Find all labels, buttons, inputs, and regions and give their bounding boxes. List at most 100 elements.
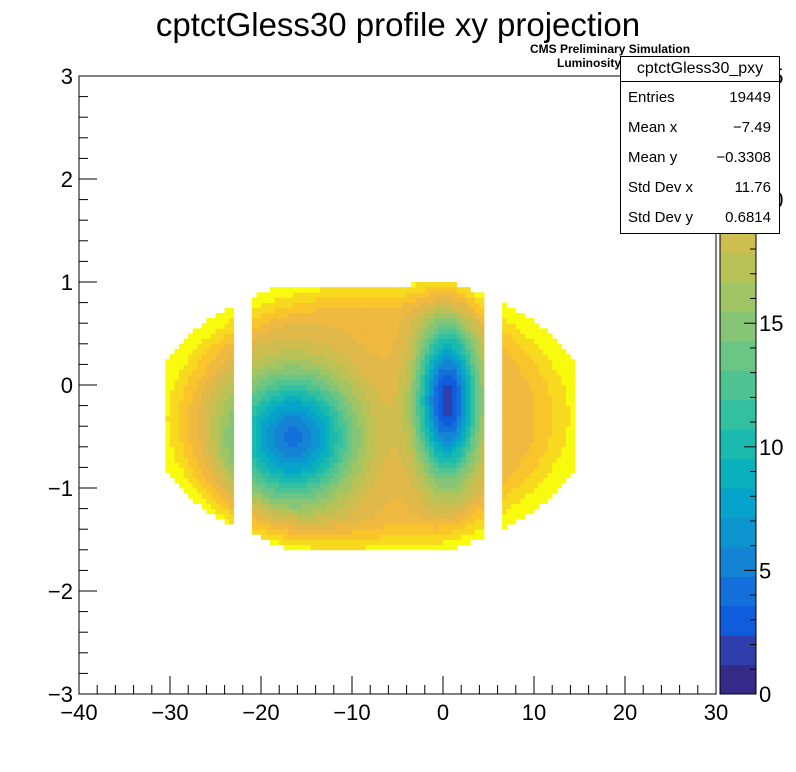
heatmap-cell — [174, 354, 180, 360]
heatmap-cell — [424, 287, 430, 293]
heatmap-cell — [188, 477, 194, 484]
heatmap-cell — [502, 518, 508, 525]
heatmap-cell — [415, 328, 421, 334]
heatmap-cell — [324, 374, 330, 381]
heatmap-cell — [411, 451, 417, 458]
heatmap-cell — [288, 524, 294, 530]
heatmap-cell — [474, 405, 480, 412]
heatmap-cell — [188, 457, 194, 463]
heatmap-cell — [479, 529, 485, 535]
heatmap-cell — [274, 467, 280, 473]
heatmap-cell — [534, 390, 539, 396]
heatmap-cell — [306, 343, 312, 350]
heatmap-cell — [292, 513, 298, 520]
heatmap-cell — [438, 472, 444, 479]
heatmap-cell — [292, 312, 298, 319]
heatmap-cell — [543, 488, 549, 494]
heatmap-cell — [461, 292, 467, 298]
heatmap-cell — [397, 323, 403, 329]
heatmap-cell — [288, 503, 294, 509]
heatmap-cell — [251, 488, 257, 494]
heatmap-cell — [374, 446, 380, 453]
heatmap-cell — [456, 503, 462, 509]
heatmap-cell — [479, 343, 485, 350]
heatmap-cell — [447, 400, 453, 406]
heatmap-cell — [251, 482, 257, 489]
heatmap-cell — [201, 488, 207, 494]
heatmap-cell — [465, 498, 471, 504]
heatmap-cell — [251, 323, 257, 329]
heatmap-cell — [388, 431, 394, 437]
heatmap-cell — [388, 405, 394, 412]
heatmap-cell — [279, 457, 285, 463]
heatmap-cell — [511, 457, 517, 463]
heatmap-cell — [424, 451, 430, 458]
heatmap-cell — [279, 374, 285, 381]
heatmap-cell — [502, 333, 508, 340]
heatmap-cell — [502, 431, 508, 437]
heatmap-cell — [379, 534, 385, 540]
heatmap-cell — [297, 390, 303, 396]
heatmap-cell — [265, 328, 271, 334]
heatmap-cell — [301, 328, 307, 334]
heatmap-cell — [333, 338, 339, 345]
heatmap-cell — [438, 498, 444, 504]
heatmap-cell — [210, 348, 216, 355]
heatmap-cell — [470, 323, 476, 329]
heatmap-cell — [447, 395, 453, 401]
heatmap-cell — [292, 462, 298, 468]
heatmap-cell — [333, 498, 339, 504]
heatmap-cell — [506, 374, 512, 381]
heatmap-cell — [297, 503, 303, 509]
heatmap-cell — [383, 508, 389, 515]
heatmap-cell — [338, 518, 344, 525]
heatmap-cell — [543, 379, 549, 386]
heatmap-cell — [270, 477, 276, 484]
heatmap-cell — [470, 297, 476, 303]
heatmap-cell — [402, 395, 407, 401]
heatmap-cell — [520, 493, 526, 499]
heatmap-cell — [415, 488, 421, 494]
heatmap-cell — [179, 472, 185, 479]
heatmap-cell — [433, 379, 439, 386]
heatmap-cell — [479, 513, 485, 520]
heatmap-cell — [170, 390, 175, 396]
heatmap-cell — [347, 385, 353, 391]
heatmap-cell — [338, 426, 344, 432]
heatmap-cell — [183, 457, 189, 463]
heatmap-cell — [342, 343, 348, 350]
heatmap-cell — [342, 544, 348, 551]
heatmap-cell — [279, 518, 285, 525]
heatmap-cell — [556, 369, 562, 376]
heatmap-cell — [543, 354, 549, 360]
heatmap-cell — [374, 426, 380, 432]
heatmap-cell — [515, 508, 521, 515]
heatmap-cell — [529, 436, 535, 443]
heatmap-cell — [470, 426, 476, 432]
heatmap-cell — [456, 467, 462, 473]
heatmap-cell — [443, 446, 448, 453]
heatmap-cell — [270, 369, 276, 376]
heatmap-cell — [283, 348, 289, 355]
heatmap-cell — [465, 292, 471, 298]
heatmap-cell — [324, 292, 330, 298]
heatmap-cell — [502, 415, 508, 422]
heatmap-cell — [288, 477, 294, 484]
heatmap-cell — [547, 369, 553, 376]
heatmap-cell — [356, 364, 362, 370]
heatmap-cell — [283, 518, 289, 525]
heatmap-cell — [356, 426, 362, 432]
heatmap-cell — [361, 400, 367, 406]
heatmap-cell — [502, 477, 508, 484]
heatmap-cell — [552, 348, 558, 355]
heatmap-cell — [347, 462, 353, 468]
heatmap-cell — [315, 539, 321, 546]
heatmap-cell — [188, 462, 194, 468]
heatmap-cell — [438, 323, 444, 329]
heatmap-cell — [406, 400, 412, 406]
heatmap-cell — [443, 395, 448, 401]
heatmap-cell — [270, 302, 276, 309]
heatmap-cell — [370, 446, 376, 453]
heatmap-cell — [397, 302, 403, 309]
heatmap-cell — [229, 467, 235, 473]
